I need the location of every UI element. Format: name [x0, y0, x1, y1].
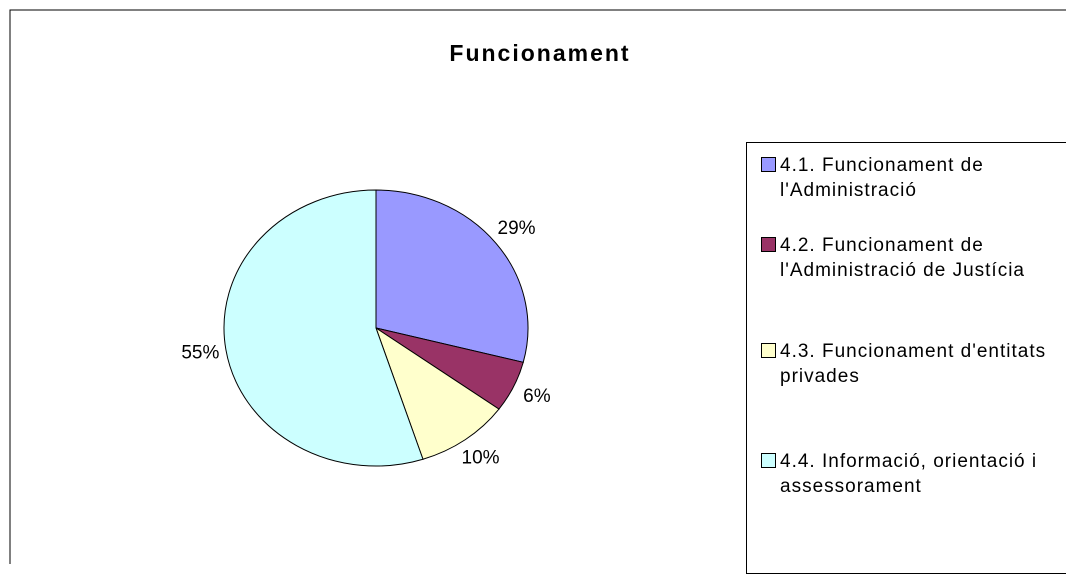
legend-swatch — [761, 343, 776, 358]
data-label: 6% — [523, 386, 551, 407]
chart-title: Funcionament — [449, 40, 630, 66]
pie-slice — [375, 189, 529, 363]
legend-item: 4.2. Funcionament de l'Administració de … — [761, 233, 1061, 283]
data-label: 10% — [462, 448, 500, 469]
data-label: 55% — [181, 342, 219, 363]
legend-label: 4.2. Funcionament de l'Administració de … — [780, 235, 1025, 281]
legend-label: 4.4. Informació, orientació i assessoram… — [780, 451, 1038, 497]
pie-slice — [223, 189, 424, 467]
legend-label: 4.1. Funcionament de l'Administració — [780, 155, 984, 201]
legend-label: 4.3. Funcionament d'entitats privades — [780, 341, 1047, 387]
legend-item: 4.1. Funcionament de l'Administració — [761, 153, 1061, 203]
legend-item: 4.3. Funcionament d'entitats privades — [761, 339, 1061, 389]
pie-slice — [375, 326, 500, 460]
legend: 4.1. Funcionament de l'Administració 4.2.… — [746, 142, 1066, 574]
legend-swatch — [761, 157, 776, 172]
legend-swatch — [761, 453, 776, 468]
data-label: 29% — [498, 218, 536, 239]
legend-item: 4.4. Informació, orientació i assessoram… — [761, 449, 1061, 499]
legend-swatch — [761, 237, 776, 252]
